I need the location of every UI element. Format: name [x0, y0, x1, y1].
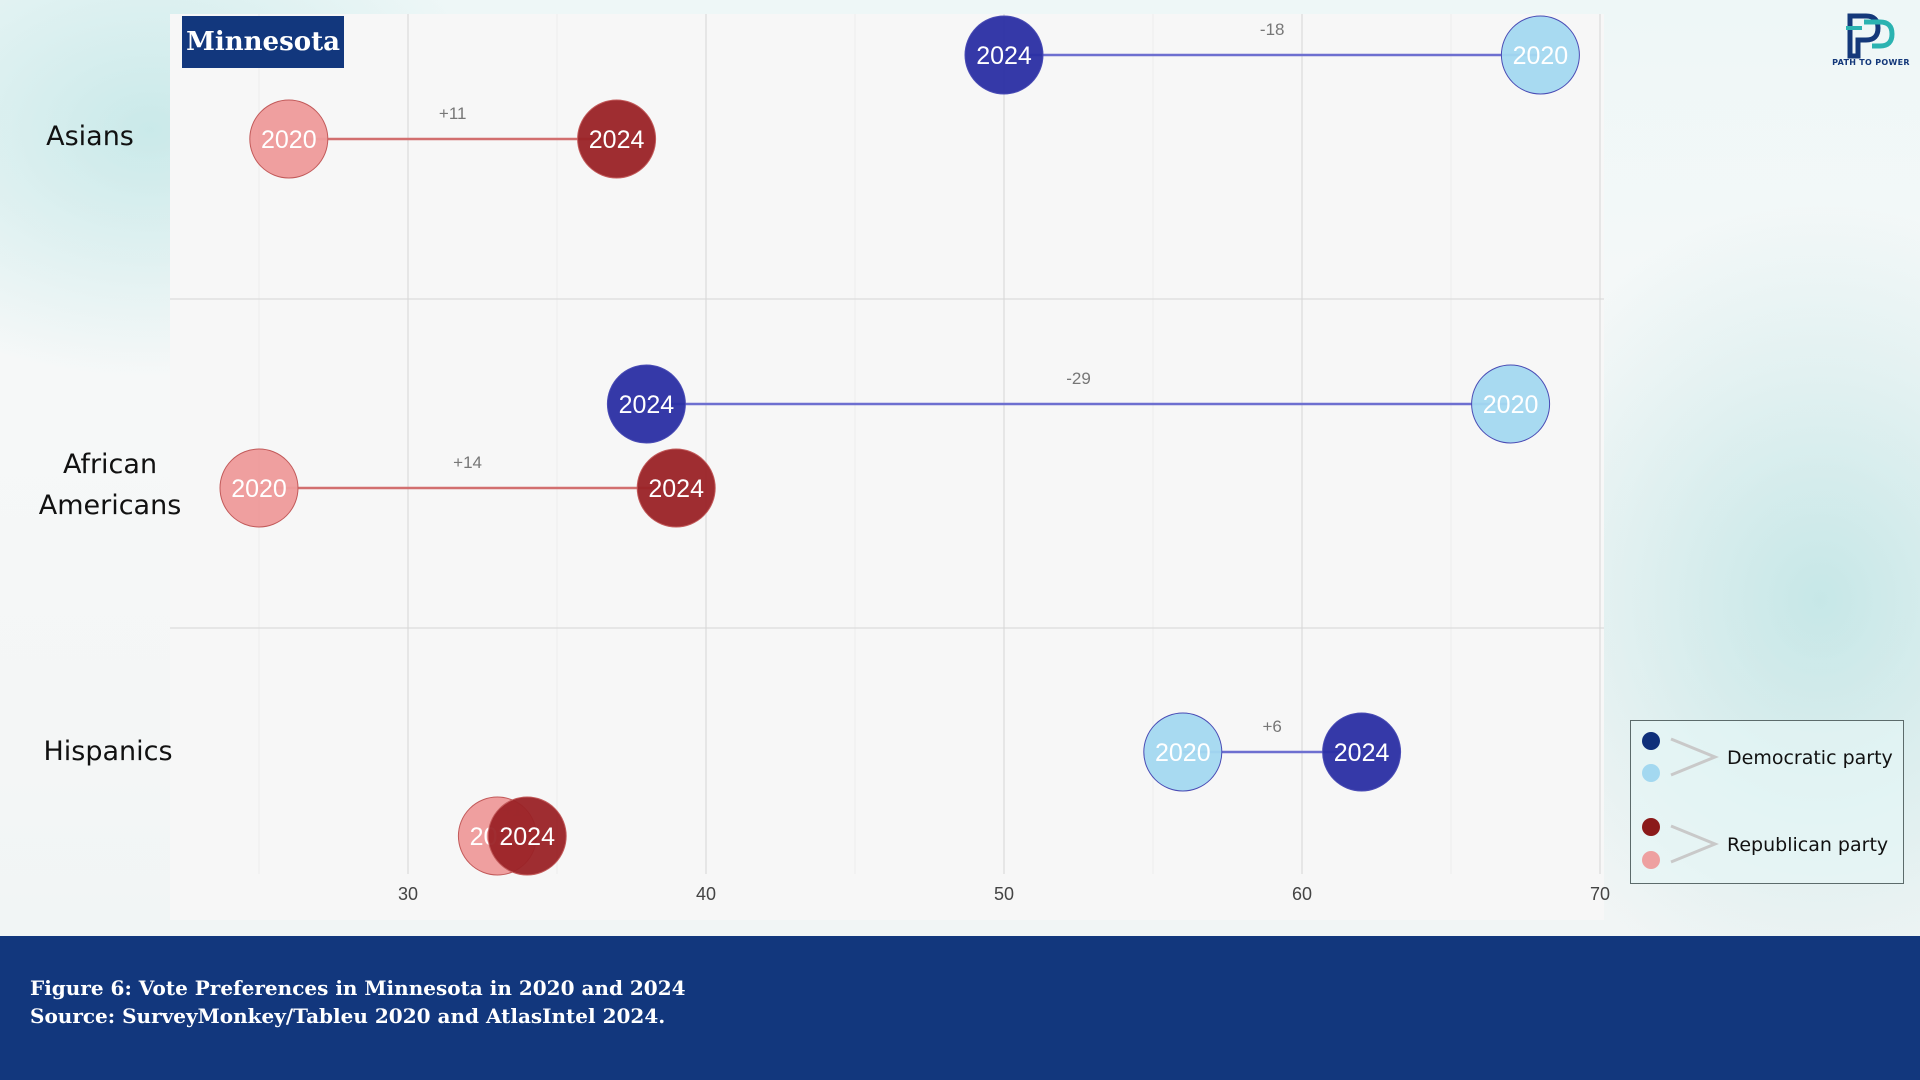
row-separators	[170, 298, 1604, 629]
row-label-line: Hispanics	[43, 736, 173, 767]
african-americans-democratic-change-label: -29	[1066, 369, 1091, 388]
state-title-badge: Minnesota	[182, 16, 344, 68]
asians-republican-2024-point	[577, 99, 657, 179]
row-label-hispanics: Hispanics	[30, 731, 186, 772]
hispanics-republican-2024-point	[487, 796, 567, 876]
african-americans-democratic-2024-label: 2024	[619, 391, 675, 419]
legend-democratic-label: Democratic party	[1727, 747, 1893, 769]
plot-background	[170, 14, 1604, 920]
hispanics-democratic-2024-label: 2024	[1334, 739, 1390, 767]
african-americans-republican-2020-label: 2020	[231, 475, 287, 503]
logo-icon	[1846, 13, 1895, 59]
african-americans-republican-2020-point	[219, 448, 299, 528]
row-label-line: Americans	[38, 490, 182, 521]
path-to-power-logo	[1836, 12, 1906, 72]
row-label-asians: Asians	[20, 116, 160, 157]
legend-rep-2024-dot	[1642, 818, 1660, 836]
legend-dem-2024-dot	[1642, 732, 1660, 750]
african-americans-republican-2024-label: 2024	[648, 475, 704, 503]
legend-dem-2020-dot	[1642, 764, 1660, 782]
asians-republican-2020-label: 2020	[261, 126, 317, 154]
african-americans-democratic-2024-point	[606, 364, 686, 444]
asians-democratic-2020-point	[1500, 15, 1580, 95]
african-americans-democratic-2020-point	[1471, 364, 1551, 444]
row-label-line: Asians	[46, 121, 134, 152]
row-label-line: African	[62, 449, 158, 480]
african-americans-democratic-2020-label: 2020	[1483, 391, 1539, 419]
african-americans-republican-change-label: +14	[453, 453, 482, 472]
hispanics-democratic-2024-point	[1322, 712, 1402, 792]
footer-banner: Figure 6: Vote Preferences in Minnesota …	[0, 936, 1920, 1080]
x-tick-label-40: 40	[696, 884, 716, 904]
hispanics-democratic-change-label: +6	[1263, 717, 1282, 736]
hispanics-democratic-2020-point	[1143, 712, 1223, 792]
legend-dem-bracket-icon	[1670, 737, 1719, 777]
x-tick-label-70: 70	[1590, 884, 1610, 904]
african-americans-republican-2024-point	[636, 448, 716, 528]
legend-rep-bracket-icon	[1670, 824, 1719, 864]
asians-democratic-2020-label: 2020	[1513, 42, 1569, 70]
x-tick-label-60: 60	[1292, 884, 1312, 904]
asians-democratic-change-label: -18	[1260, 20, 1285, 39]
x-tick-label-50: 50	[994, 884, 1014, 904]
legend-republican-label: Republican party	[1727, 834, 1889, 856]
legend: Democratic party Republican party	[1630, 720, 1904, 884]
source-caption: Source: SurveyMonkey/Tableu 2020 and Atl…	[30, 1004, 666, 1028]
asians-democratic-2024-label: 2024	[976, 42, 1032, 70]
asians-republican-change-label: +11	[439, 104, 467, 123]
chart-marks: -18 2020 2024 +11 2020 2024 -29 2020 2024 +14 2020…	[219, 15, 1580, 876]
asians-democratic-2024-point	[964, 15, 1044, 95]
row-label-african-americans: African Americans	[30, 444, 190, 526]
x-tick-label-30: 30	[398, 884, 418, 904]
hispanics-democratic-2020-label: 2020	[1155, 739, 1211, 767]
x-axis-ticks: 30 40 50 60 70	[398, 884, 1610, 904]
hispanics-republican-2024-label: 2024	[499, 823, 555, 851]
figure-caption: Figure 6: Vote Preferences in Minnesota …	[30, 976, 686, 1000]
logo-caption: PATH TO POWER	[1832, 58, 1910, 67]
asians-republican-2024-label: 2024	[589, 126, 645, 154]
legend-rep-2020-dot	[1642, 851, 1660, 869]
asians-republican-2020-point	[249, 99, 329, 179]
